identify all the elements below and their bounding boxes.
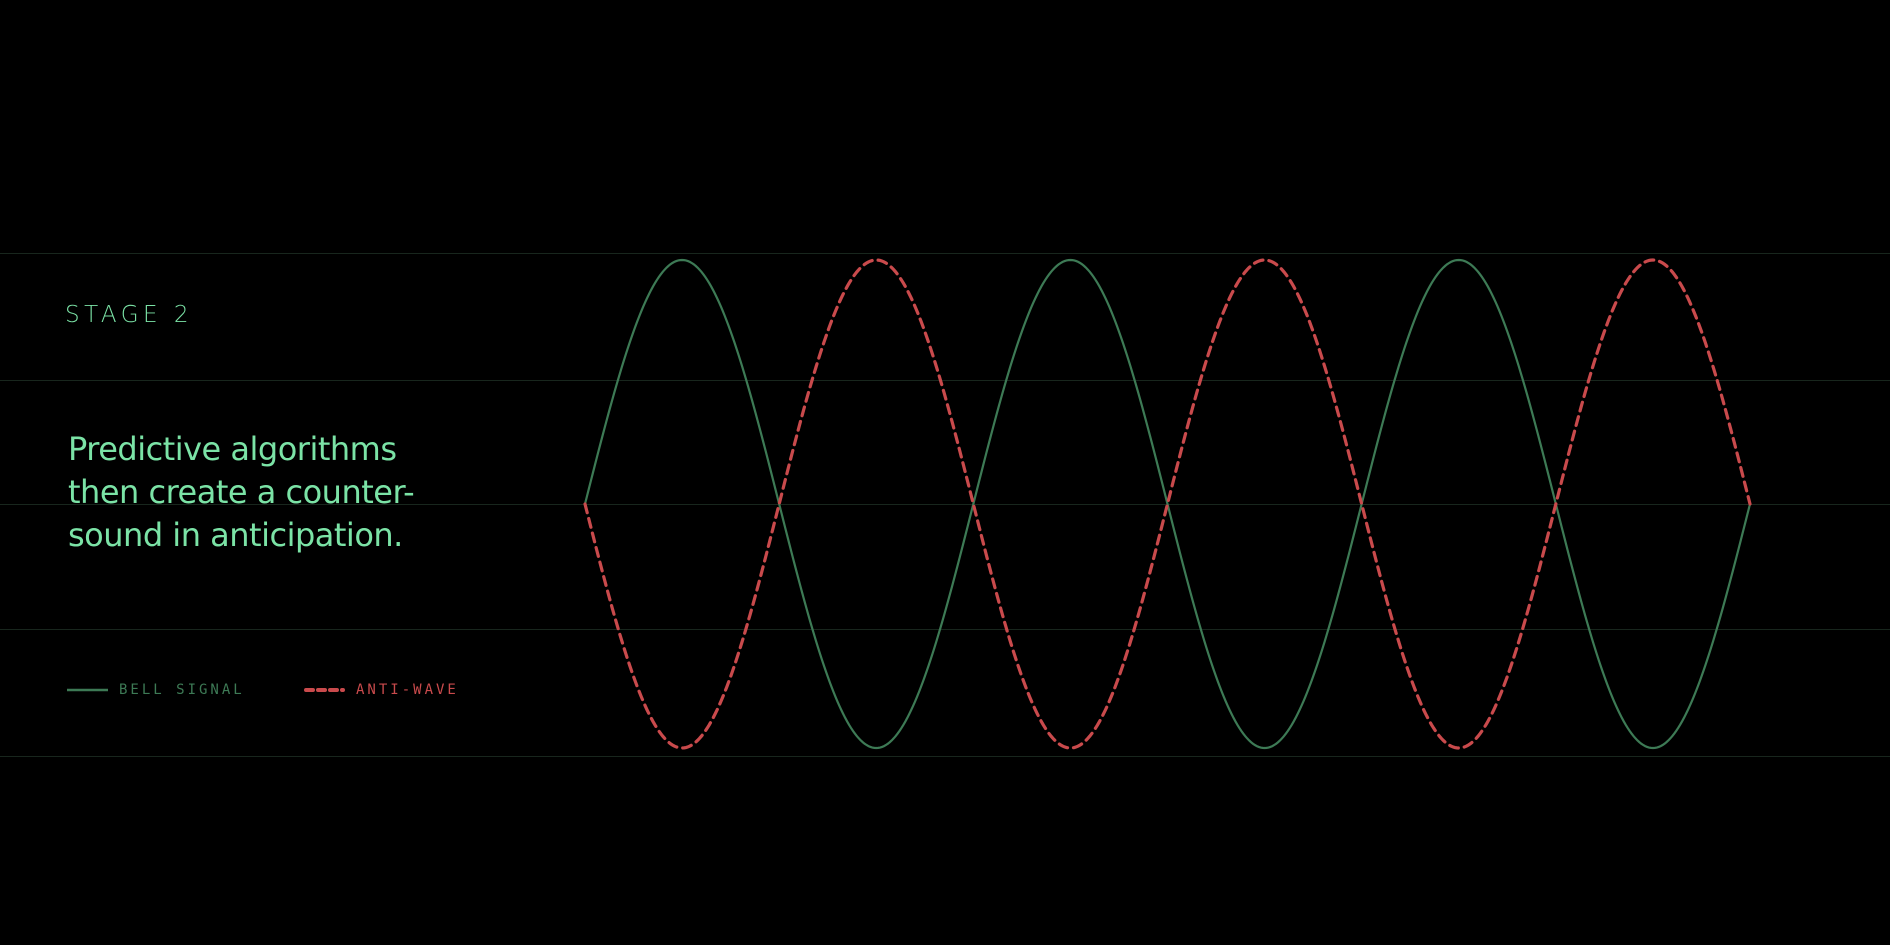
anti-wave-line — [583, 258, 1752, 750]
gridline — [0, 253, 1890, 254]
description: Predictive algorithms then create a coun… — [68, 430, 415, 554]
legend-anti-wave: ANTI-WAVE — [304, 682, 459, 698]
dashed-line-swatch-icon — [304, 688, 345, 692]
gridline — [0, 504, 1890, 505]
gridline — [0, 756, 1890, 757]
legend-bell-signal: BELL SIGNAL — [67, 682, 245, 698]
gridline — [0, 629, 1890, 630]
legend-label: BELL SIGNAL — [119, 682, 245, 698]
stage-label: STAGE 2 — [65, 302, 193, 328]
solid-line-swatch-icon — [67, 688, 108, 692]
bell-signal-line — [583, 258, 1752, 750]
gridline — [0, 380, 1890, 381]
legend-label: ANTI-WAVE — [356, 682, 459, 698]
